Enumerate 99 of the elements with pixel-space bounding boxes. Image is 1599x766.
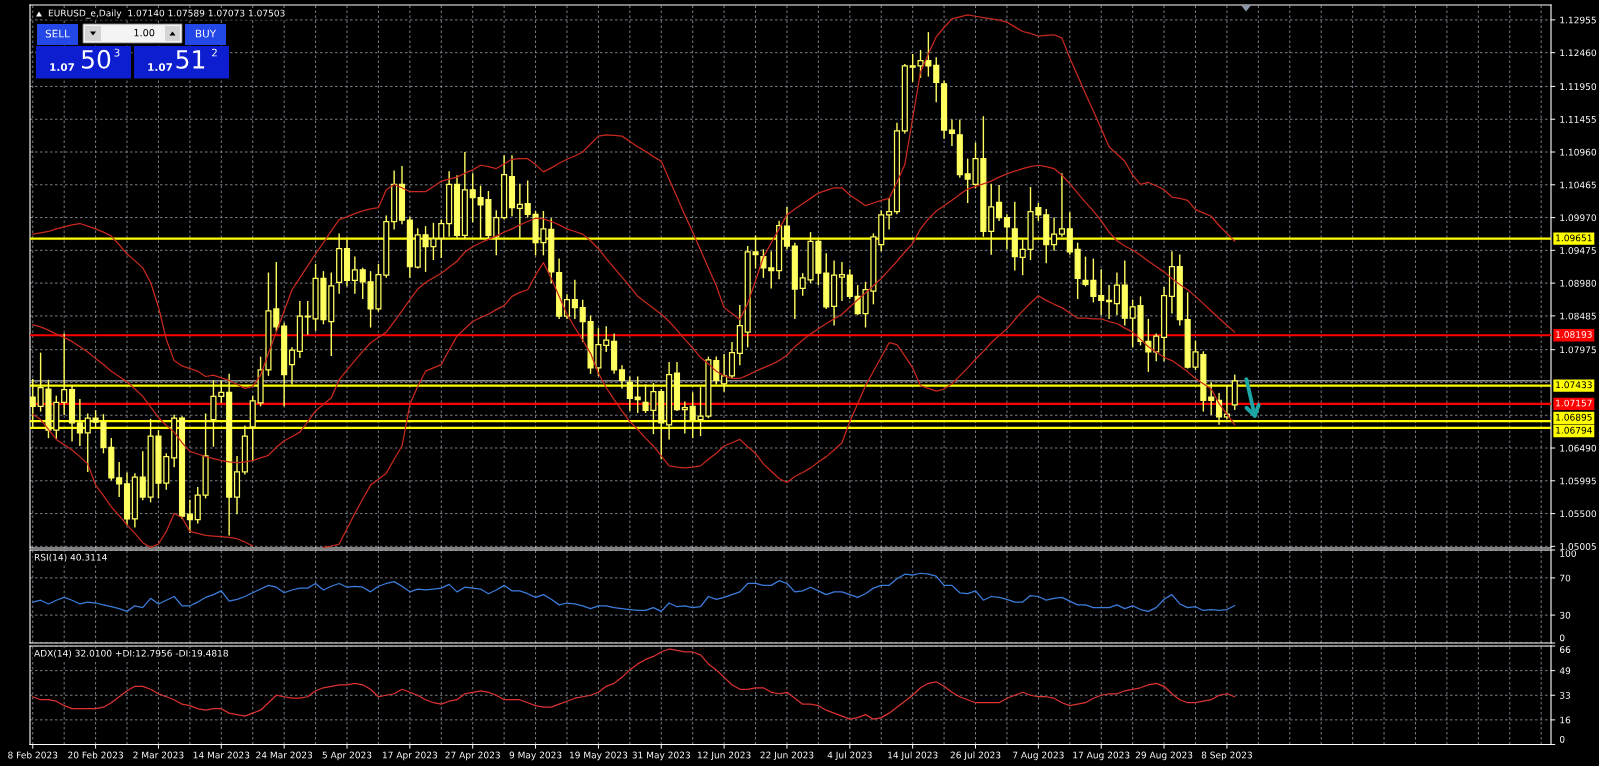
x-tick-label: 24 Mar 2023: [256, 751, 313, 759]
candlestick: [728, 342, 736, 379]
y-tick-label: 1.06490: [1560, 444, 1597, 452]
y-tick-label: 1.11455: [1560, 116, 1596, 123]
candlestick: [603, 326, 610, 353]
y-tick-label: 1.11950: [1560, 83, 1597, 91]
y-tick-label: 16: [1560, 716, 1571, 724]
y-tick-label: 1.07975: [1560, 346, 1596, 354]
annotation: 51: [176, 50, 205, 69]
candlestick: [30, 379, 36, 429]
candlestick: [84, 413, 91, 472]
candlestick: [1113, 272, 1120, 315]
candlestick: [116, 461, 123, 498]
annotation: 1.07: [148, 63, 173, 72]
chart-title: EURUSD_e,Daily 1.07140 1.07589 1.07073 1.07503: [48, 9, 285, 19]
y-tick-label: 1.09970: [1560, 214, 1597, 222]
annotation: 50: [82, 49, 111, 69]
candlestick: [838, 261, 846, 302]
y-tick-label: 1.08485: [1560, 312, 1596, 320]
y-tick-label: 66: [1559, 646, 1571, 653]
candlestick: [996, 185, 1003, 221]
x-tick-label: 26 Jul 2023: [950, 751, 1001, 761]
y-tick-label: 1.12460: [1560, 49, 1597, 57]
y-tick-label: 1.05500: [1560, 510, 1597, 518]
candlestick: [139, 451, 146, 501]
chart-title: ADX(14) 32.0100 +DI:12.7956 -DI:19.4818: [34, 649, 228, 658]
y-tick-label: 0: [1559, 735, 1565, 743]
candlestick: [933, 57, 940, 103]
x-tick-label: 8 Sep 2023: [1201, 751, 1252, 761]
x-tick-label: 31 May 2023: [632, 751, 690, 761]
candlestick: [1153, 333, 1160, 362]
x-tick-label: 2 Mar 2023: [133, 751, 184, 759]
x-tick-label: 14 Mar 2023: [193, 751, 250, 759]
candlestick: [288, 347, 296, 385]
ref-line-label: 1.09651: [1556, 234, 1592, 242]
candlestick: [681, 401, 688, 434]
annotation: BUY: [195, 29, 217, 38]
candlestick: [1216, 393, 1223, 425]
candlestick: [768, 251, 775, 289]
y-tick-label: 1.10465: [1560, 181, 1596, 189]
x-tick-label: 17 Apr 2023: [382, 751, 438, 761]
x-tick-label: 12 Jun 2023: [697, 751, 751, 761]
x-tick-label: 17 Aug 2023: [1073, 751, 1130, 761]
y-tick-label: 70: [1560, 574, 1571, 582]
candlestick: [1098, 269, 1105, 315]
candlestick: [571, 279, 578, 319]
y-tick-label: 1.05995: [1560, 477, 1596, 485]
y-tick-label: 100: [1560, 550, 1576, 557]
candlestick: [61, 333, 68, 415]
y-tick-label: 1.09475: [1560, 247, 1596, 254]
line-series: [32, 648, 1236, 720]
candlestick: [1058, 173, 1065, 237]
y-tick-label: 1.08980: [1560, 279, 1597, 287]
annotation: 2: [211, 48, 217, 57]
x-tick-label: 27 Apr 2023: [445, 751, 500, 761]
ref-line-label: 1.08193: [1556, 331, 1592, 338]
y-tick-label: 33: [1560, 691, 1571, 699]
ref-line-label: 1.06794: [1556, 426, 1592, 434]
candlestick: [626, 376, 633, 411]
x-tick-label: 7 Aug 2023: [1013, 751, 1064, 761]
x-tick-label: 8 Feb 2023: [8, 751, 58, 759]
x-tick-label: 4 Jul 2023: [827, 751, 872, 761]
y-tick-label: 49: [1559, 667, 1571, 675]
x-tick-label: 5 Apr 2023: [322, 751, 372, 761]
candlestick: [516, 183, 523, 239]
annotation: 1.00: [134, 28, 155, 37]
x-tick-label: 20 Feb 2023: [68, 751, 123, 759]
candlestick: [618, 365, 626, 389]
candlestick: [783, 206, 791, 250]
y-tick-label: 1.10960: [1560, 148, 1597, 156]
ref-line-label: 1.06895: [1556, 413, 1592, 421]
x-tick-label: 29 Aug 2023: [1135, 751, 1193, 761]
annotation: 1.07: [50, 63, 75, 72]
candlestick: [1003, 214, 1011, 250]
candlestick: [186, 499, 193, 533]
y-tick-label: 30: [1560, 611, 1571, 619]
annotation: SELL: [45, 29, 70, 38]
annotation: 3: [114, 48, 120, 57]
x-tick-label: 19 May 2023: [569, 751, 628, 761]
line-series: [32, 164, 1236, 464]
candlestick: [76, 398, 83, 447]
ref-line-label: 1.07433: [1556, 381, 1592, 389]
chart-title: RSI(14) 40.3114: [34, 553, 107, 562]
candlestick: [1208, 382, 1215, 415]
y-tick-label: 1.05005: [1560, 543, 1596, 550]
y-tick-label: 0: [1559, 634, 1565, 642]
candlestick: [886, 197, 893, 230]
candlestick: [1051, 217, 1058, 251]
x-tick-label: 22 Jun 2023: [760, 751, 814, 761]
candlestick: [713, 356, 720, 385]
y-tick-label: 1.12955: [1560, 16, 1596, 24]
x-tick-label: 14 Jul 2023: [888, 751, 938, 761]
x-tick-label: 9 May 2023: [509, 751, 562, 761]
candlestick: [351, 256, 358, 294]
candlestick: [1066, 212, 1073, 255]
candlestick: [634, 376, 641, 413]
ref-line-label: 1.07157: [1556, 399, 1592, 407]
candlestick: [948, 119, 956, 147]
candlestick: [846, 269, 853, 300]
